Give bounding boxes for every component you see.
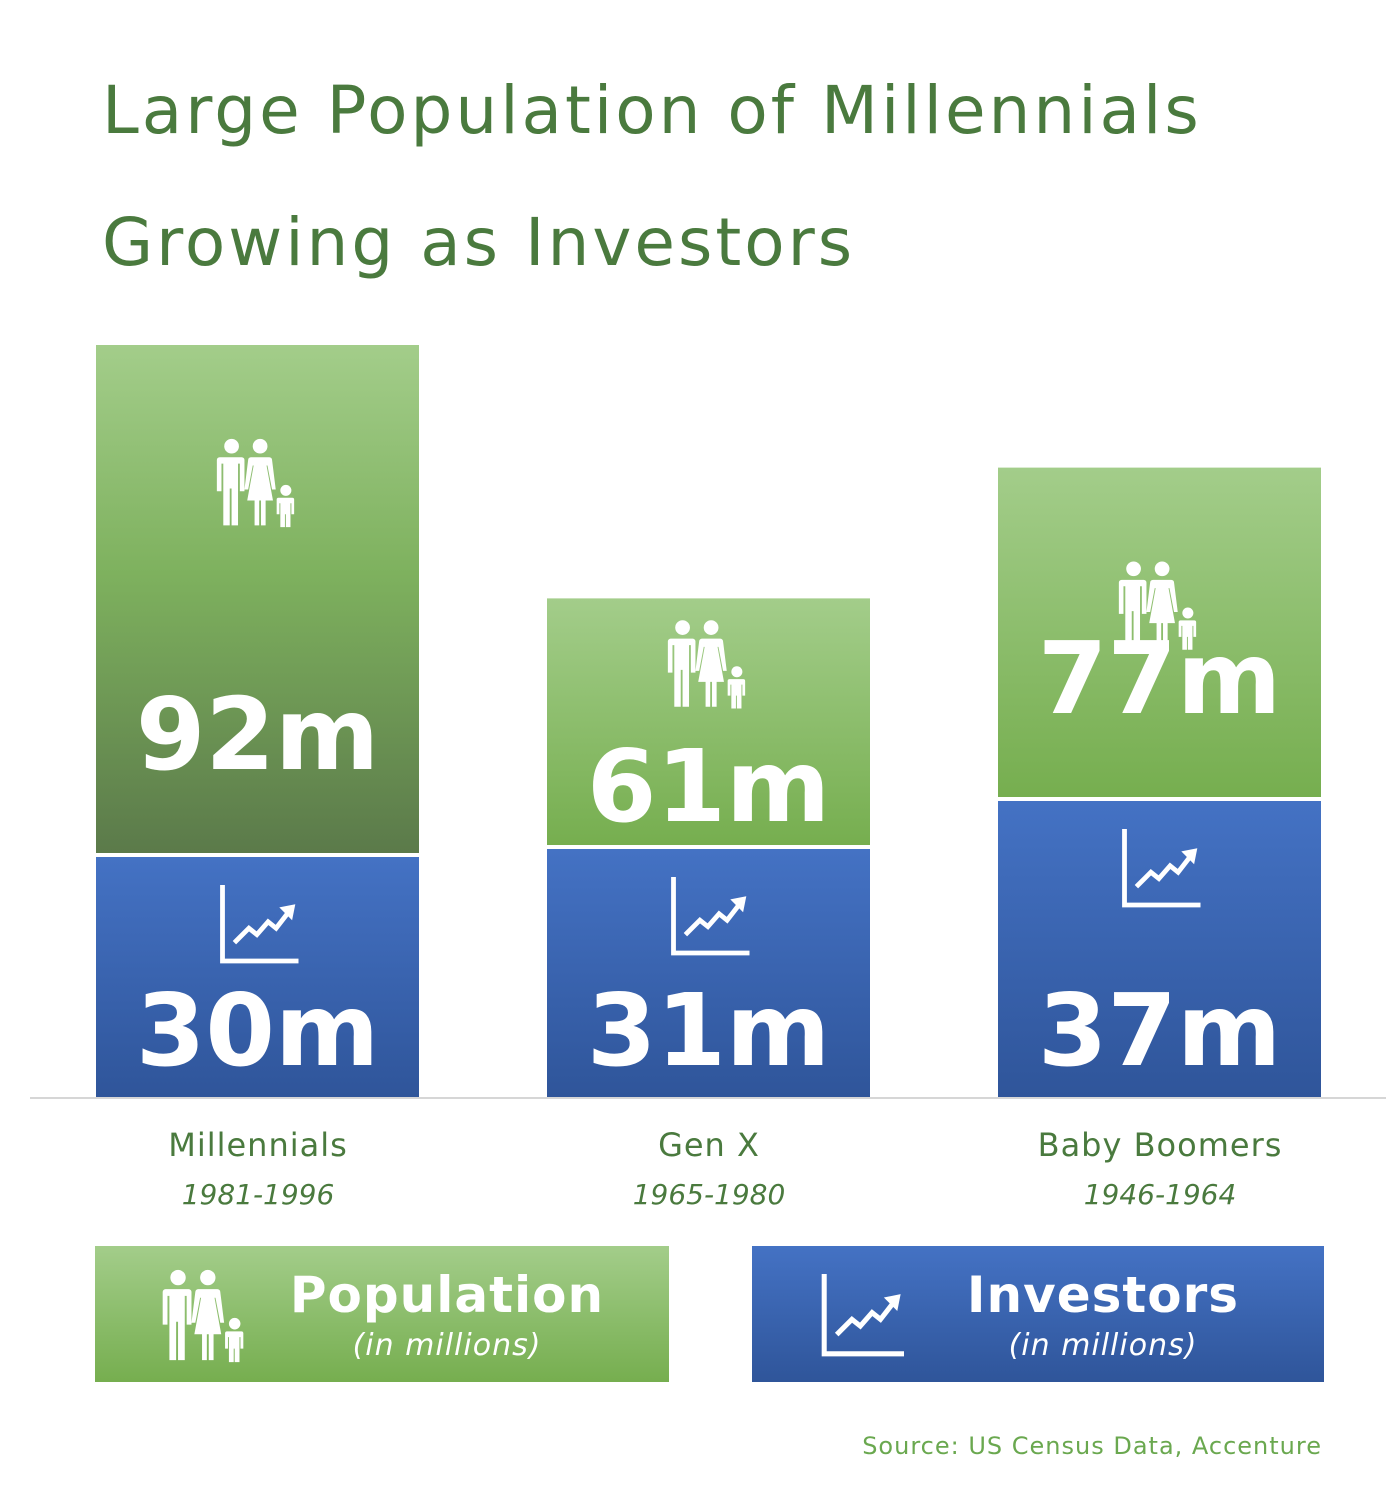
- category-years-baby-boomers: 1946-1964: [1083, 1178, 1237, 1211]
- legend-investors: Investors (in millions): [752, 1246, 1324, 1382]
- data-label-population-gen-x: 61m: [587, 728, 830, 845]
- bar-population-millennials: [96, 345, 419, 853]
- bar-investors-millennials: [96, 857, 419, 1097]
- source-note: Source: US Census Data, Accenture: [862, 1432, 1322, 1460]
- data-label-investors-baby-boomers: 37m: [1038, 972, 1281, 1089]
- legend-investors-label: Investors: [966, 1266, 1240, 1324]
- growth-chart-icon: [820, 1274, 904, 1358]
- category-years-millennials: 1981-1996: [181, 1178, 335, 1211]
- bar-investors-baby-boomers: [998, 801, 1321, 1097]
- data-label-investors-gen-x: 31m: [587, 972, 830, 1089]
- chart-title-line-1: Large Population of Millennials: [102, 72, 1202, 149]
- legend-population: Population (in millions): [95, 1246, 669, 1382]
- category-label-millennials: Millennials: [168, 1126, 348, 1164]
- bar-investors-gen-x: [547, 849, 870, 1097]
- category-label-gen-x: Gen X: [658, 1126, 760, 1164]
- data-label-population-millennials: 92m: [136, 676, 379, 793]
- legend-population-unit: (in millions): [352, 1328, 542, 1363]
- family-icon: [155, 1268, 251, 1364]
- chart-title-line-2: Growing as Investors: [102, 204, 856, 281]
- legend-population-label: Population: [289, 1266, 605, 1324]
- category-years-gen-x: 1965-1980: [632, 1178, 786, 1211]
- legend-investors-unit: (in millions): [1008, 1328, 1198, 1363]
- data-label-investors-millennials: 30m: [136, 972, 379, 1089]
- category-label-baby-boomers: Baby Boomers: [1037, 1126, 1283, 1164]
